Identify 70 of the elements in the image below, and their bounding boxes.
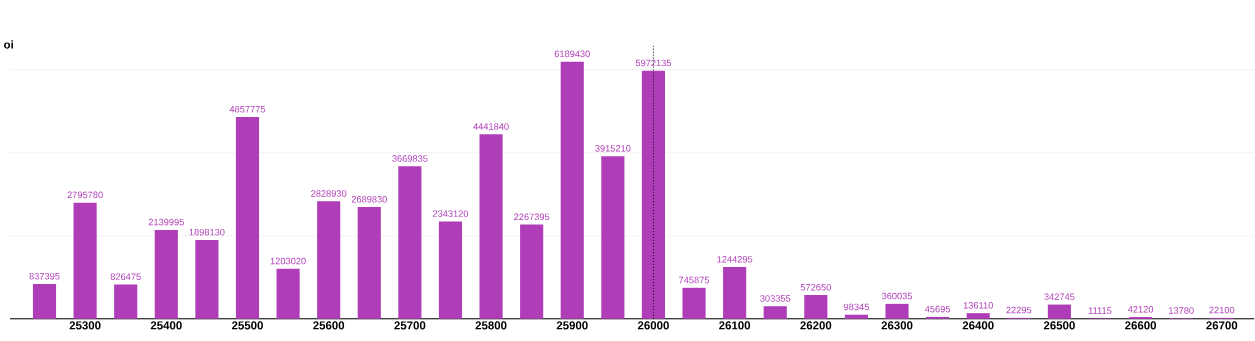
data-label: 13780 [1169,307,1194,314]
data-label: 826475 [110,273,141,281]
bar [438,221,463,319]
bar [560,61,584,319]
bar [32,284,57,319]
data-label: 2343120 [432,210,469,218]
bar [154,230,178,319]
x-tick-label: 25700 [394,321,426,330]
data-label: 2828930 [311,190,347,197]
data-label: 5972135 [635,59,672,67]
bar [1047,304,1071,319]
bar [479,134,503,319]
y-axis-title: oi [4,40,13,49]
x-tick-label: 26500 [1043,321,1075,330]
data-label: 2267395 [514,213,550,221]
data-label: 360035 [881,292,913,300]
data-label: 3915210 [595,145,631,152]
bar [966,313,990,319]
data-label: 136110 [963,302,993,309]
x-tick-label: 25400 [150,321,182,330]
bar [682,287,706,319]
data-label: 22100 [1209,306,1235,314]
bar [641,70,666,319]
bar [723,267,747,319]
data-label: 1898130 [189,228,225,236]
x-tick-label: 25800 [475,321,507,330]
data-label: 98345 [843,303,869,311]
x-tick-label: 26200 [800,321,832,330]
data-label: 11115 [1088,307,1112,314]
data-label: 572650 [800,284,831,291]
x-tick-label: 25300 [69,321,101,330]
bar [885,303,909,319]
x-tick-label: 25500 [231,321,263,330]
data-label: 303355 [760,295,791,302]
bar [276,268,300,319]
data-label: 45695 [924,305,951,313]
bar [317,201,341,319]
x-tick-label: 25600 [313,321,345,330]
bar [235,117,260,319]
data-label: 837395 [29,273,60,280]
x-tick-label: 26700 [1206,321,1238,330]
x-tick-label: 26600 [1125,321,1157,330]
x-tick-label: 26400 [962,321,994,330]
bar [601,156,625,319]
bar [398,166,422,319]
data-label: 6189430 [554,50,590,58]
data-label: 3669835 [392,155,428,162]
bar [195,240,219,319]
data-label: 2689830 [351,196,387,203]
bar [763,306,787,319]
bar [73,202,97,319]
bar [357,207,381,319]
data-label: 2139995 [148,218,184,226]
x-tick-label: 26300 [881,321,913,330]
data-label: 42120 [1127,306,1154,313]
x-tick-label: 26000 [637,321,669,330]
data-label: 2795780 [67,191,103,199]
data-label: 342745 [1044,293,1075,301]
data-label: 4857775 [229,106,266,113]
data-label: 1244295 [717,256,753,263]
x-tick-label: 25900 [556,321,588,330]
data-label: 4441840 [473,123,509,130]
x-tick-label: 26100 [719,321,751,330]
bar [804,295,828,319]
data-label: 1203020 [270,257,306,265]
bar [520,224,544,319]
bar [114,284,138,319]
data-label: 22295 [1006,306,1032,314]
data-label: 745875 [679,276,710,284]
bar [844,314,868,319]
